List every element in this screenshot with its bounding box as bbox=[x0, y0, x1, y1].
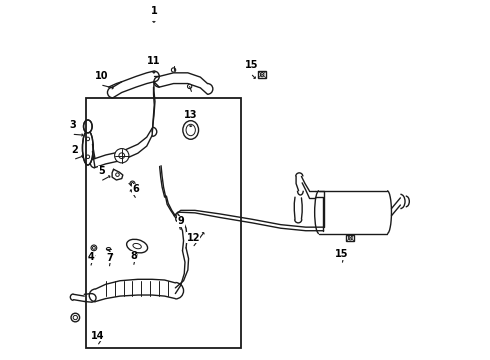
Ellipse shape bbox=[91, 245, 97, 251]
Ellipse shape bbox=[93, 247, 96, 249]
Ellipse shape bbox=[83, 120, 92, 133]
Ellipse shape bbox=[186, 124, 196, 136]
Text: 12: 12 bbox=[187, 233, 200, 243]
Ellipse shape bbox=[183, 121, 198, 139]
Text: 15: 15 bbox=[245, 60, 258, 70]
Text: 6: 6 bbox=[133, 184, 140, 194]
Ellipse shape bbox=[126, 239, 147, 253]
Ellipse shape bbox=[115, 149, 129, 163]
Text: 11: 11 bbox=[147, 56, 161, 66]
Ellipse shape bbox=[106, 248, 111, 250]
Bar bbox=[258, 71, 266, 78]
Text: 10: 10 bbox=[95, 71, 108, 81]
Ellipse shape bbox=[82, 131, 93, 165]
Bar bbox=[346, 235, 354, 241]
Text: 9: 9 bbox=[177, 216, 184, 226]
Text: 4: 4 bbox=[87, 252, 94, 262]
Text: 15: 15 bbox=[336, 249, 349, 259]
Ellipse shape bbox=[73, 315, 77, 320]
Ellipse shape bbox=[260, 72, 264, 77]
Text: 7: 7 bbox=[106, 253, 113, 263]
Ellipse shape bbox=[348, 236, 352, 240]
Ellipse shape bbox=[133, 243, 141, 249]
Text: 1: 1 bbox=[150, 6, 157, 16]
Ellipse shape bbox=[119, 153, 124, 158]
Ellipse shape bbox=[71, 313, 79, 322]
Ellipse shape bbox=[130, 181, 135, 186]
Ellipse shape bbox=[131, 183, 134, 185]
Bar bbox=[86, 98, 242, 348]
Text: 3: 3 bbox=[70, 120, 76, 130]
Ellipse shape bbox=[176, 217, 181, 222]
Text: 5: 5 bbox=[98, 166, 105, 176]
Ellipse shape bbox=[188, 84, 192, 89]
Ellipse shape bbox=[116, 173, 119, 176]
Text: 14: 14 bbox=[91, 331, 104, 341]
Text: 13: 13 bbox=[184, 110, 197, 120]
Text: 2: 2 bbox=[71, 145, 77, 155]
Ellipse shape bbox=[172, 68, 176, 72]
Text: 8: 8 bbox=[130, 251, 137, 261]
